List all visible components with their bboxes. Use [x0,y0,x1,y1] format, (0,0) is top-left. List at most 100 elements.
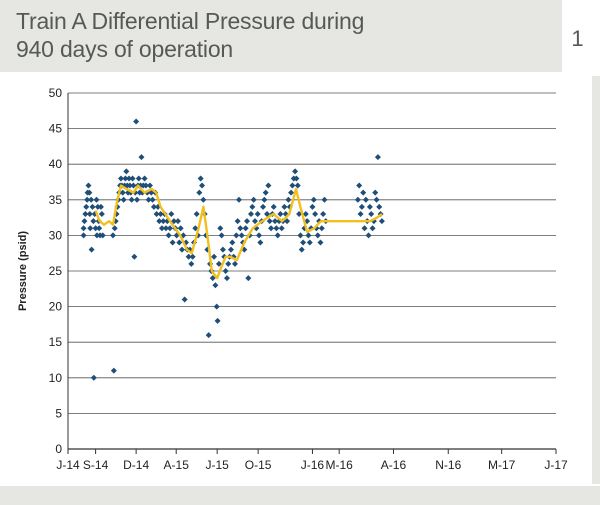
data-point [265,182,272,189]
title-line-1: Train A Differential Pressure during [16,8,365,34]
data-point [237,225,244,232]
trend-line [94,184,383,280]
data-point [138,154,145,161]
data-point [188,260,195,267]
data-point [212,282,219,289]
data-point [289,182,296,189]
data-point [158,225,165,232]
data-point [120,196,127,203]
x-tick-label: M-17 [488,458,516,472]
data-point [88,196,95,203]
data-point [139,189,146,196]
data-point [218,232,225,239]
data-point [86,189,93,196]
data-point [94,203,101,210]
data-point [256,232,263,239]
grid-lines [67,92,556,450]
data-point [306,239,313,246]
data-point [357,211,364,218]
data-point [90,218,97,225]
data-point [214,317,221,324]
y-tick-label: 25 [49,264,63,278]
data-point [168,211,175,218]
y-tick-label: 45 [49,122,63,136]
figure-number: 1 [571,26,584,51]
data-point [169,239,176,246]
figure-number-box [565,0,600,72]
data-point [297,232,304,239]
data-point [277,211,284,218]
y-tick-label: 5 [55,406,62,420]
y-tick-label: 50 [49,86,63,100]
data-point [249,203,256,210]
data-point [149,196,156,203]
y-tick-label: 40 [49,157,63,171]
data-point [127,189,134,196]
x-tick-label: D-14 [123,458,149,472]
data-point [227,246,234,253]
data-point [119,189,126,196]
data-point [87,225,94,232]
data-point [356,182,363,189]
chart-header: Train A Differential Pressure during 940… [0,0,562,72]
data-point [309,203,316,210]
data-point [145,196,152,203]
data-point [321,196,328,203]
data-point [231,260,238,267]
data-point [272,218,279,225]
data-point [376,203,383,210]
data-point [181,296,188,303]
right-panel-strip [592,76,600,484]
chart-area: 0 5 10 15 20 25 30 35 40 45 50 J-14 S-14 D-14 A-15 J-1… [0,76,600,484]
data-point [84,196,91,203]
data-point [266,218,273,225]
x-tick-label: N-16 [435,458,461,472]
data-point [366,203,373,210]
data-point [162,225,169,232]
data-point [81,218,88,225]
data-point [372,189,379,196]
data-point [150,203,157,210]
data-point [281,203,288,210]
data-point [185,253,192,260]
data-point [248,211,254,218]
x-tick-label: A-16 [381,458,407,472]
data-point [93,232,100,239]
x-tick-label: M-16 [325,458,353,472]
data-point [199,182,206,189]
data-point [93,196,100,203]
data-point [97,203,104,210]
trend-line-series [94,184,383,280]
data-point [86,211,93,218]
data-point [110,367,117,374]
data-point [192,225,199,232]
data-point [305,232,312,239]
data-point [312,211,319,218]
data-point [126,182,133,189]
y-tick-label: 15 [49,335,63,349]
data-point [354,196,361,203]
data-point [229,239,236,246]
data-point [294,182,301,189]
data-point [252,218,259,225]
data-point [96,225,103,232]
data-point [288,189,295,196]
data-point [209,275,216,282]
data-point [142,182,149,189]
data-point [117,175,124,182]
y-tick-label: 0 [55,442,62,456]
data-point [293,175,300,182]
data-point [223,275,230,282]
y-tick-label: 20 [49,300,63,314]
data-point [254,211,261,218]
data-point [274,232,281,239]
data-point [99,232,106,239]
data-point [221,253,228,260]
data-point [243,218,250,225]
data-point [238,232,245,239]
data-point [245,275,252,282]
data-point [80,232,87,239]
data-point [314,232,321,239]
data-point [250,196,257,203]
